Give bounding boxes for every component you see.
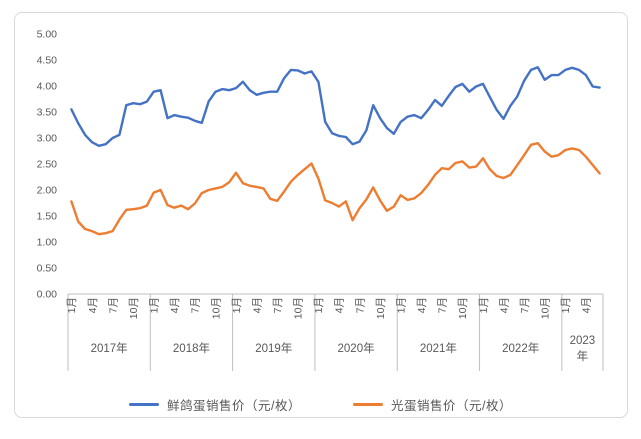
- legend-label-fresh-pigeon-egg: 鲜鸽蛋销售价（元/枚）: [167, 398, 301, 413]
- legend-item-guang-egg: 光蛋销售价（元/枚）: [353, 395, 512, 414]
- y-axis-tick-label: 0.00: [37, 289, 58, 301]
- chart-legend: 鲜鸽蛋销售价（元/枚） 光蛋销售价（元/枚）: [0, 392, 641, 416]
- month-tick-label: 4月: [498, 297, 510, 313]
- year-label: 2020年: [338, 341, 375, 355]
- month-tick-label: 4月: [251, 297, 263, 313]
- month-tick-label: 4月: [334, 297, 346, 313]
- y-axis-tick-label: 3.00: [37, 133, 58, 145]
- month-tick-label: 7月: [519, 297, 531, 313]
- month-tick-label: 10月: [293, 297, 305, 319]
- legend-item-fresh-pigeon-egg: 鲜鸽蛋销售价（元/枚）: [129, 395, 301, 414]
- month-tick-label: 4月: [581, 297, 593, 313]
- y-axis-tick-label: 4.50: [37, 55, 58, 67]
- series-line-fresh-pigeon-egg: [70, 66, 601, 148]
- y-axis-tick-label: 2.00: [37, 185, 58, 197]
- y-axis-tick-label: 0.50: [37, 263, 58, 275]
- legend-label-guang-egg: 光蛋销售价（元/枚）: [391, 398, 512, 413]
- month-tick-label: 10月: [210, 297, 222, 319]
- month-tick-label: 7月: [354, 297, 366, 313]
- month-tick-label: 7月: [437, 297, 449, 313]
- month-tick-label: 1月: [560, 297, 572, 313]
- year-label: 2017年: [91, 341, 128, 355]
- month-tick-label: 4月: [87, 297, 99, 313]
- y-axis-tick-label: 5.00: [37, 29, 58, 41]
- y-axis-tick-label: 4.00: [37, 81, 58, 93]
- year-label: 年: [577, 349, 589, 363]
- month-tick-label: 7月: [190, 297, 202, 313]
- month-tick-label: 4月: [416, 297, 428, 313]
- y-axis-tick-label: 1.00: [37, 237, 58, 249]
- year-label: 2018年: [173, 341, 210, 355]
- month-tick-label: 7月: [272, 297, 284, 313]
- month-tick-label: 1月: [395, 297, 407, 313]
- month-tick-label: 10月: [375, 297, 387, 319]
- series-line-guang-egg: [70, 141, 601, 236]
- legend-swatch-fresh-pigeon-egg: [129, 402, 160, 406]
- month-tick-label: 10月: [539, 297, 551, 319]
- y-axis-tick-label: 1.50: [37, 211, 58, 223]
- y-axis-tick-label: 3.50: [37, 107, 58, 119]
- month-tick-label: 4月: [169, 297, 181, 313]
- month-tick-label: 10月: [128, 297, 140, 319]
- year-label: 2023: [570, 335, 596, 347]
- month-tick-label: 1月: [66, 297, 78, 313]
- month-tick-label: 7月: [107, 297, 119, 313]
- y-axis-tick-label: 2.50: [37, 159, 58, 171]
- month-tick-label: 1月: [478, 297, 490, 313]
- year-label: 2019年: [255, 341, 292, 355]
- year-label: 2021年: [420, 341, 457, 355]
- month-tick-label: 1月: [313, 297, 325, 313]
- month-tick-label: 1月: [231, 297, 243, 313]
- year-label: 2022年: [502, 341, 539, 355]
- legend-swatch-guang-egg: [353, 402, 383, 406]
- month-tick-label: 10月: [457, 297, 469, 319]
- month-tick-label: 1月: [149, 297, 161, 313]
